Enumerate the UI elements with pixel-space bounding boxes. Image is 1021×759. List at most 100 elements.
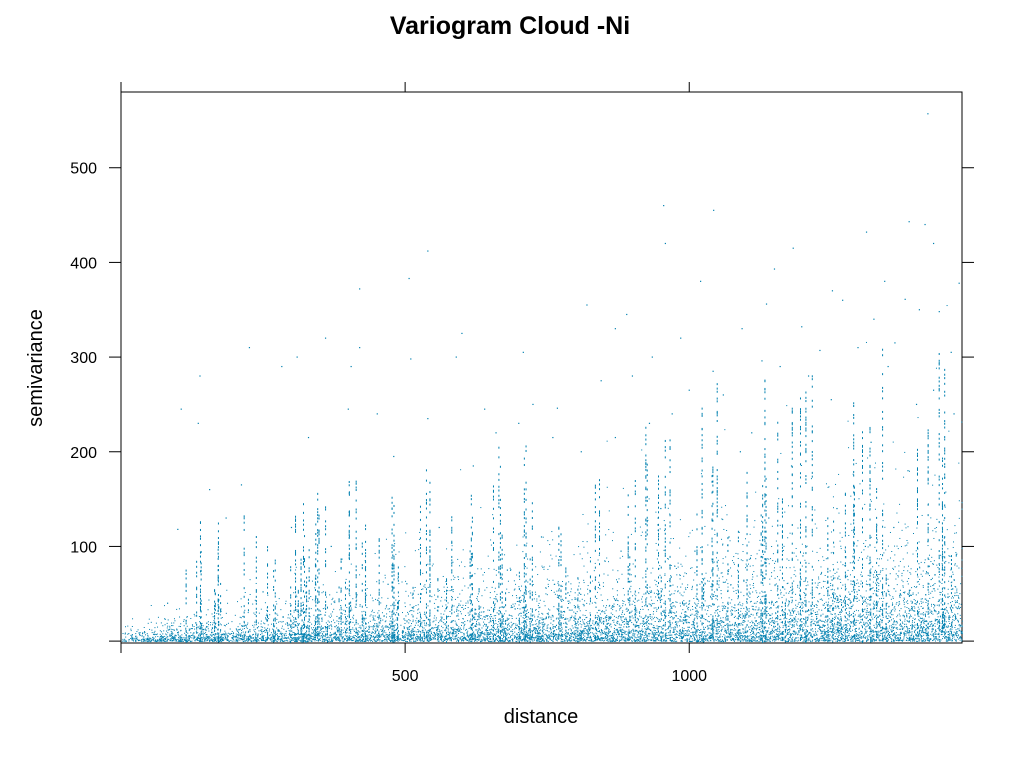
data-point [261, 629, 263, 631]
data-point [594, 628, 596, 630]
data-point [144, 631, 146, 633]
data-point [472, 615, 474, 617]
data-point [704, 632, 706, 634]
data-point [626, 621, 628, 623]
data-point [899, 503, 901, 505]
data-point [438, 633, 440, 635]
data-point [597, 631, 599, 633]
data-point [653, 640, 655, 642]
data-point [504, 613, 506, 615]
data-point [221, 633, 223, 635]
data-point [135, 635, 137, 637]
data-point [477, 635, 479, 637]
data-point [810, 592, 812, 594]
data-point [423, 640, 425, 642]
data-point [891, 623, 893, 625]
data-point [688, 638, 690, 640]
data-point [580, 636, 582, 638]
data-point [670, 575, 672, 577]
data-point [504, 630, 506, 632]
data-point [721, 628, 723, 630]
data-point [525, 623, 527, 625]
data-point [676, 636, 678, 638]
data-point [273, 618, 275, 620]
data-point [797, 633, 799, 635]
data-point [788, 639, 790, 641]
data-point [561, 638, 563, 640]
data-point [694, 617, 696, 619]
data-point [411, 594, 413, 596]
data-point [481, 640, 483, 642]
data-point [281, 635, 283, 637]
data-point [722, 543, 724, 545]
data-point [732, 634, 734, 636]
data-point [552, 632, 554, 634]
data-point [625, 618, 627, 620]
data-point [340, 629, 342, 631]
data-point [215, 640, 217, 642]
data-point [883, 628, 885, 630]
data-point [884, 280, 886, 282]
data-point [626, 639, 628, 641]
data-point [289, 631, 291, 633]
data-point [495, 432, 497, 434]
data-point [296, 609, 298, 611]
data-point [731, 560, 733, 562]
data-point [807, 616, 809, 618]
data-point [650, 596, 652, 598]
data-point [288, 630, 290, 632]
data-point [480, 631, 482, 633]
data-point [467, 620, 469, 622]
data-point [541, 622, 543, 624]
data-point [438, 634, 440, 636]
data-point [438, 630, 440, 632]
data-point [679, 574, 681, 576]
data-point [648, 635, 650, 637]
data-point [769, 637, 771, 639]
data-point [770, 624, 772, 626]
data-point [552, 639, 554, 641]
data-point [939, 615, 941, 617]
data-point [818, 620, 820, 622]
data-point [267, 624, 269, 626]
data-point [502, 640, 504, 642]
data-point [733, 562, 735, 564]
data-point [944, 629, 946, 631]
data-point [390, 617, 392, 619]
data-point [396, 609, 398, 611]
data-point [489, 620, 491, 622]
data-point [524, 566, 526, 568]
data-point [568, 602, 570, 604]
data-point [710, 605, 712, 607]
data-point [319, 632, 321, 634]
data-point [241, 638, 243, 640]
data-point [941, 563, 943, 565]
data-point [774, 562, 776, 564]
data-point [226, 589, 228, 591]
data-point [503, 635, 505, 637]
data-point [622, 610, 624, 612]
data-point [838, 632, 840, 634]
data-point [551, 558, 553, 560]
data-point [908, 221, 910, 223]
data-point [459, 604, 461, 606]
data-point [846, 607, 848, 609]
data-point [888, 605, 890, 607]
data-point [598, 615, 600, 617]
data-point [427, 638, 429, 640]
data-point [904, 620, 906, 622]
data-point [236, 640, 238, 642]
data-point [763, 628, 765, 630]
data-point [511, 615, 513, 617]
data-point [731, 639, 733, 641]
data-point [571, 639, 573, 641]
data-point [378, 632, 380, 634]
data-point [931, 556, 933, 558]
data-point [891, 639, 893, 641]
data-point [953, 634, 955, 636]
data-point [549, 637, 551, 639]
data-point [847, 604, 849, 606]
data-point [589, 633, 591, 635]
data-point [957, 621, 959, 623]
data-point [846, 624, 848, 626]
